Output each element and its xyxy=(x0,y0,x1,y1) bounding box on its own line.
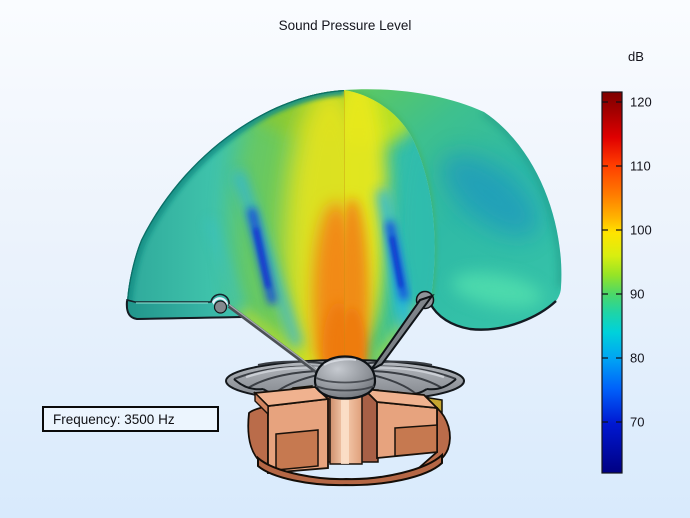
frequency-annotation-box xyxy=(42,406,219,432)
plot-title: Sound Pressure Level xyxy=(279,18,412,33)
outer-bright-band xyxy=(451,272,543,308)
dome-cut-face-right xyxy=(344,90,435,373)
magnet-block-right xyxy=(361,387,451,469)
dome-bottom-outline xyxy=(428,300,557,331)
colorbar-tick-label: 70 xyxy=(630,415,644,430)
spl-cyan-streak-left xyxy=(232,170,304,348)
colorbar: dB 120 110 100 90 80 70 xyxy=(601,49,652,474)
magnet-yoke-bottom xyxy=(257,452,443,487)
colorbar-tick-label: 100 xyxy=(630,223,652,238)
frequency-annotation-text: Frequency: 3500 Hz xyxy=(53,412,175,427)
frequency-annotation: Frequency: 3500 Hz xyxy=(42,406,219,432)
cone-surround-left-notch xyxy=(212,297,228,314)
colorbar-gradient xyxy=(601,91,623,474)
colorbar-tick-label: 80 xyxy=(630,351,644,366)
colorbar-unit-label: dB xyxy=(628,49,644,64)
outer-dark-teal-patch xyxy=(441,153,539,237)
speaker-cone xyxy=(227,290,435,374)
speaker-magnet-assembly xyxy=(247,385,451,487)
colorbar-ticks: 120 110 100 90 80 70 xyxy=(602,95,652,430)
speaker-dust-cap xyxy=(313,355,377,400)
colorbar-tick-label: 110 xyxy=(630,159,651,174)
cone-edge-right xyxy=(370,294,435,371)
magnet-block-left xyxy=(247,386,331,474)
colorbar-tick-label: 90 xyxy=(630,287,644,302)
cone-edge-left xyxy=(227,304,319,374)
colorbar-tick-label: 120 xyxy=(630,95,652,110)
